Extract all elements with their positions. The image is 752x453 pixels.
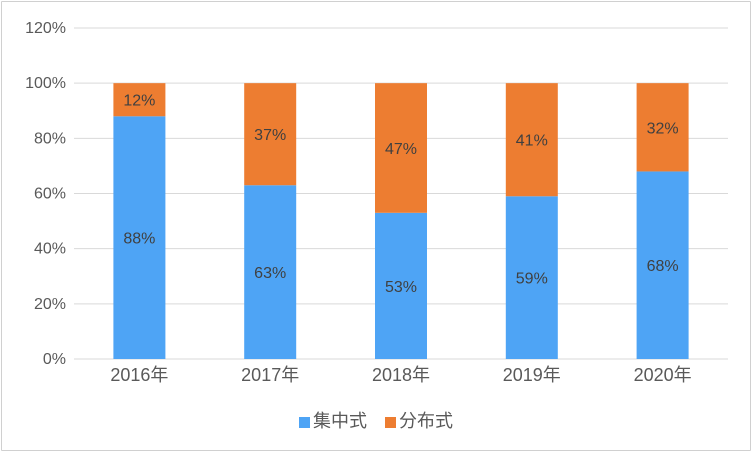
svg-text:2020年: 2020年: [634, 365, 692, 385]
svg-text:分布式: 分布式: [399, 411, 453, 431]
svg-text:2018年: 2018年: [372, 365, 430, 385]
svg-text:80%: 80%: [34, 130, 66, 147]
svg-text:12%: 12%: [123, 93, 155, 110]
svg-text:2017年: 2017年: [241, 365, 299, 385]
svg-text:41%: 41%: [516, 133, 548, 150]
svg-text:68%: 68%: [647, 258, 679, 275]
svg-text:40%: 40%: [34, 241, 66, 258]
svg-text:60%: 60%: [34, 186, 66, 203]
svg-text:2019年: 2019年: [503, 365, 561, 385]
svg-text:0%: 0%: [43, 351, 66, 368]
svg-text:32%: 32%: [647, 120, 679, 137]
svg-text:53%: 53%: [385, 279, 417, 296]
svg-text:47%: 47%: [385, 141, 417, 158]
svg-text:88%: 88%: [123, 231, 155, 248]
svg-text:100%: 100%: [25, 75, 66, 92]
svg-text:120%: 120%: [25, 20, 66, 37]
svg-text:59%: 59%: [516, 271, 548, 288]
svg-text:63%: 63%: [254, 265, 286, 282]
svg-text:37%: 37%: [254, 127, 286, 144]
svg-text:集中式: 集中式: [313, 411, 367, 431]
svg-text:2016年: 2016年: [110, 365, 168, 385]
svg-text:20%: 20%: [34, 296, 66, 313]
